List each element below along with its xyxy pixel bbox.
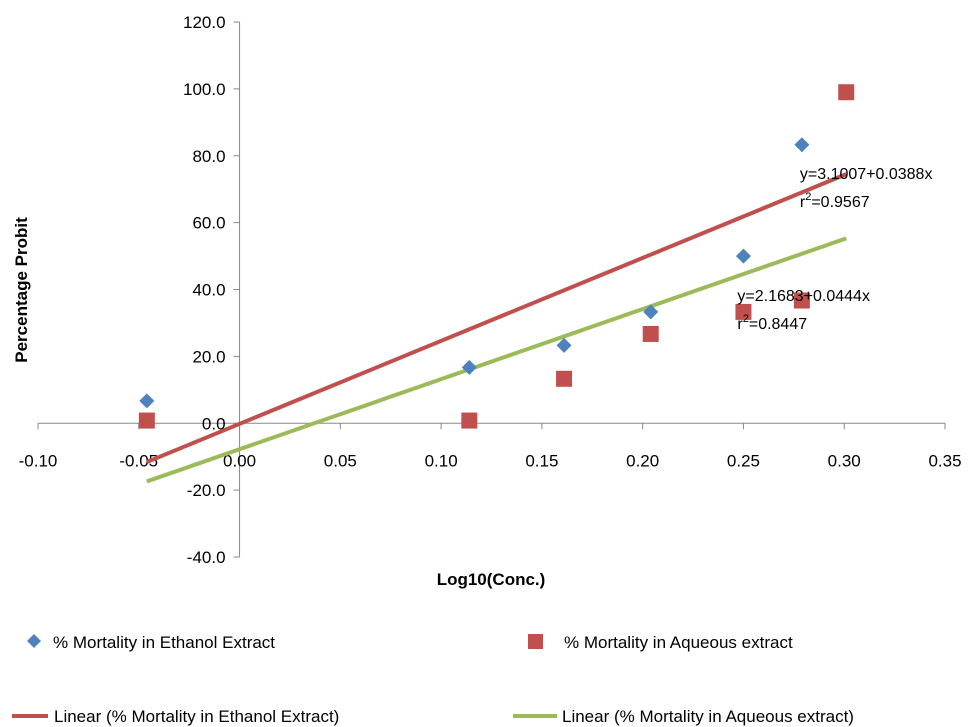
data-point-aqueous: [735, 303, 752, 320]
legend-label-ethanol-trend: Linear (% Mortality in Ethanol Extract): [54, 707, 339, 726]
y-tick-label: 60.0: [192, 214, 225, 233]
x-tick-label: 0.00: [223, 451, 256, 470]
y-ticks: -40.0 -20.0 0.0 20.0 40.0 60.0 80.0 100.0 120.0: [183, 13, 240, 567]
legend-marker-aqueous-extract: [528, 634, 543, 649]
x-tick-label: 0.10: [425, 451, 458, 470]
x-tick-label: 0.15: [525, 451, 558, 470]
legend-label-aqueous-trend: Linear (% Mortality in Aqueous extract): [562, 707, 854, 726]
annotations: y=3.1007+0.0388x r2=0.9567 y=2.1683+0.0444…: [737, 166, 932, 333]
regression-equation: y=2.1683+0.0444x: [737, 288, 870, 305]
data-point-ethanol: [556, 337, 572, 353]
data-point-aqueous: [556, 370, 573, 387]
plot-area: -0.10 -0.05 0.00 0.05 0.10 0.15 0.20 0.25 0.30 0.…: [19, 13, 962, 567]
trendline-ethanol: [146, 172, 847, 464]
x-tick-label: 0.35: [928, 451, 961, 470]
y-tick-label: 80.0: [192, 147, 225, 166]
markers: [138, 84, 855, 429]
y-tick-label: 0.0: [202, 414, 226, 433]
trendlines: [146, 172, 847, 484]
x-axis-title: Log10(Conc.): [437, 570, 546, 589]
y-tick-label: -20.0: [187, 481, 226, 500]
x-tick-label: -0.10: [19, 451, 58, 470]
r-squared-label: r2=0.9567: [800, 191, 870, 211]
data-point-aqueous: [138, 412, 155, 429]
data-point-aqueous: [838, 84, 855, 101]
x-tick-label: 0.05: [324, 451, 357, 470]
legend-label-ethanol-extract: % Mortality in Ethanol Extract: [53, 633, 275, 652]
data-point-aqueous: [642, 325, 659, 342]
data-point-ethanol: [643, 304, 659, 320]
y-axis-title: Percentage Probit: [12, 217, 31, 363]
y-tick-label: 100.0: [183, 80, 226, 99]
x-tick-label: 0.25: [727, 451, 760, 470]
x-tick-label: 0.30: [828, 451, 861, 470]
trendline-aqueous: [146, 236, 847, 484]
y-tick-label: 20.0: [192, 347, 225, 366]
data-point-ethanol: [794, 137, 810, 153]
x-tick-label: -0.05: [119, 451, 158, 470]
y-tick-label: 120.0: [183, 13, 226, 32]
y-tick-label: 40.0: [192, 281, 225, 300]
x-tick-label: 0.20: [626, 451, 659, 470]
x-ticks: -0.10 -0.05 0.00 0.05 0.10 0.15 0.20 0.25 0.30 0.…: [19, 423, 962, 470]
r-squared-label: r2=0.8447: [737, 313, 807, 333]
data-point-aqueous: [793, 292, 810, 309]
data-point-ethanol: [735, 248, 751, 264]
data-point-aqueous: [461, 412, 478, 429]
data-point-ethanol: [461, 359, 477, 375]
legend-marker-ethanol-extract: [27, 634, 41, 648]
y-tick-label: -40.0: [187, 548, 226, 567]
regression-equation: y=3.1007+0.0388x: [800, 166, 933, 183]
legend-label-aqueous-extract: % Mortality in Aqueous extract: [564, 633, 793, 652]
data-point-ethanol: [139, 393, 155, 409]
legend: % Mortality in Ethanol Extract % Mortali…: [12, 633, 854, 726]
